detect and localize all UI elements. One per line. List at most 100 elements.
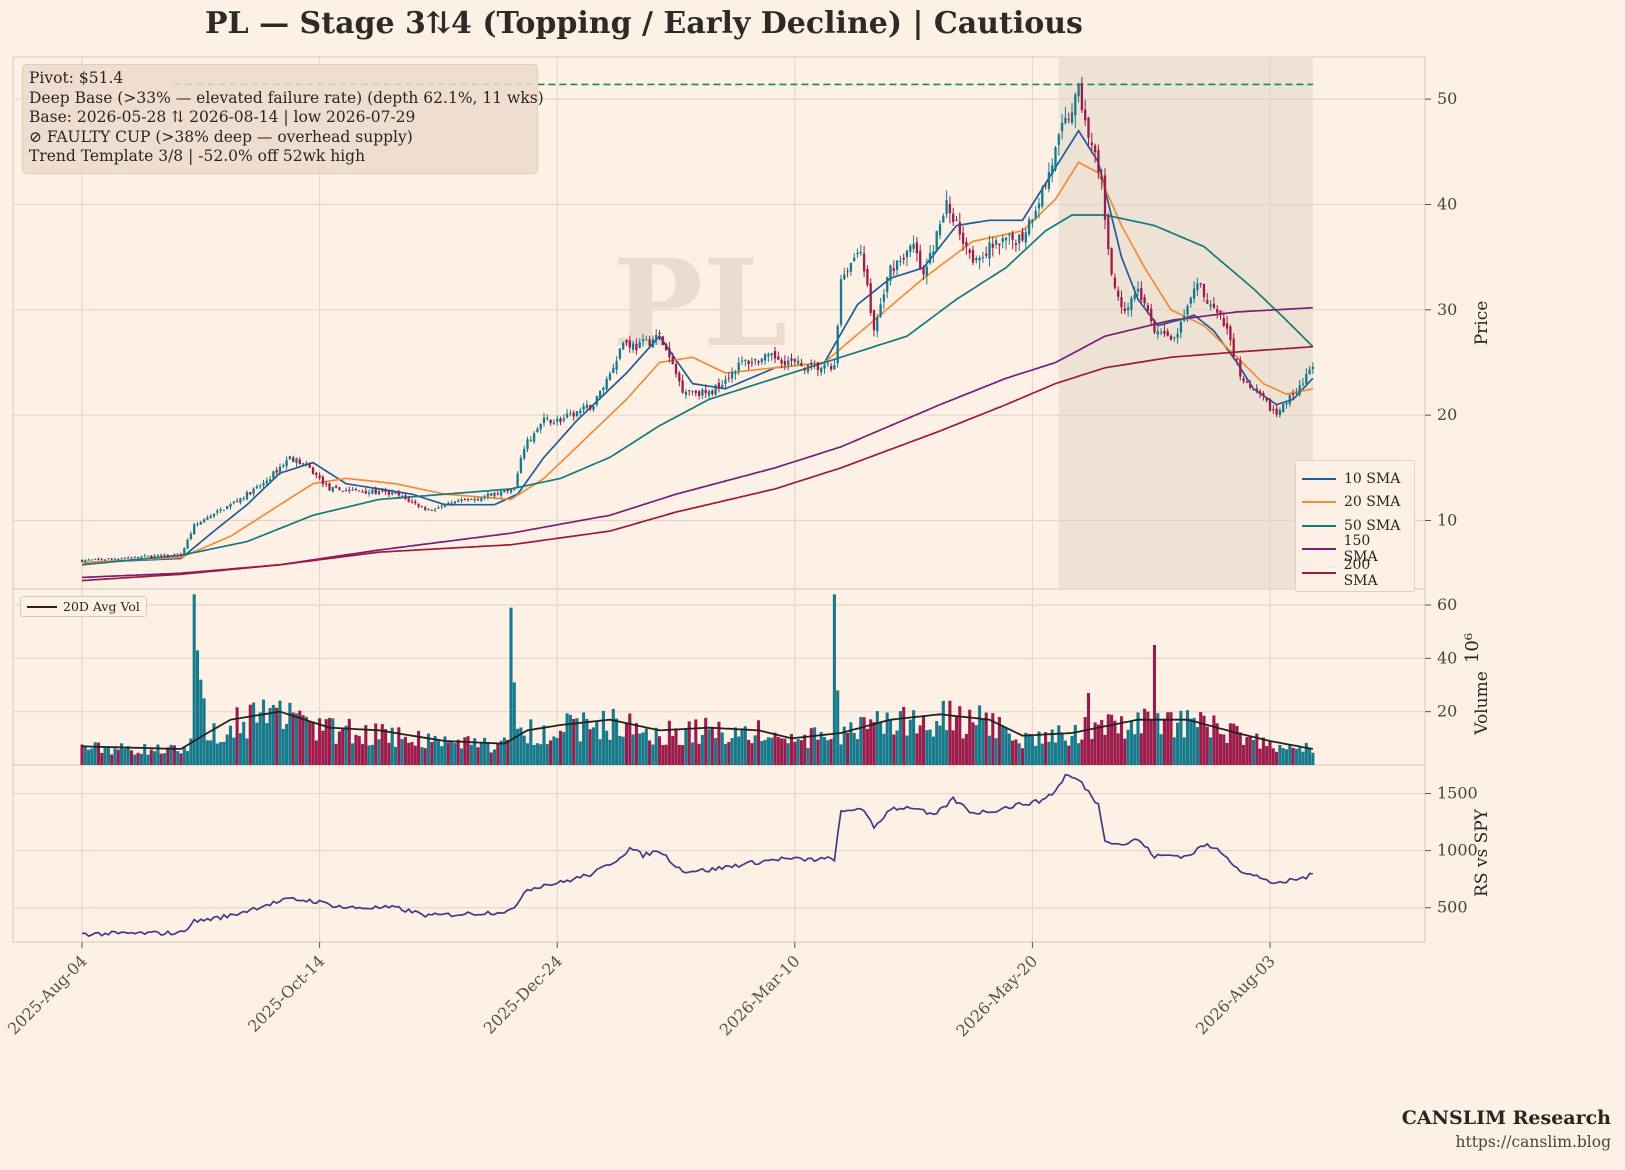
volume-bar [139, 753, 143, 765]
volume-bar [908, 719, 912, 765]
volume-bar [308, 720, 312, 765]
rs-line [81, 773, 1313, 938]
candle-body [288, 456, 292, 459]
candle-body [400, 495, 404, 497]
candle-body [476, 499, 480, 501]
volume-bar [387, 742, 391, 765]
legend-item-150-sma: 150 SMA [1302, 533, 1408, 565]
candle-body [1087, 117, 1090, 138]
volume-bar [1080, 739, 1084, 765]
volume-bar [793, 741, 797, 765]
volume-bar [925, 730, 929, 765]
candle-body [1136, 288, 1140, 292]
volume-bar [179, 753, 183, 765]
volume-bar [110, 754, 114, 765]
volume-bar [248, 704, 252, 765]
volume-bar [981, 718, 985, 765]
candle-body [430, 509, 433, 511]
volume-bar [1136, 712, 1140, 765]
volume-bar [136, 752, 140, 765]
candle-body [952, 213, 955, 223]
candle-body [793, 358, 796, 362]
candle-body [1255, 388, 1258, 391]
volume-bar [1146, 711, 1150, 765]
candle-body [433, 509, 437, 511]
volume-bar [258, 712, 262, 765]
volume-bar [1116, 733, 1120, 765]
candle-body [582, 405, 585, 410]
candle-body [301, 463, 305, 465]
volume-bar [344, 725, 348, 765]
volume-bar [469, 744, 473, 765]
candle-body [1308, 369, 1311, 375]
x-tick-label: 2025-Aug-04 [4, 951, 91, 1038]
x-tick-label: 2025-Dec-24 [480, 951, 566, 1037]
volume-bar [529, 719, 533, 765]
candle-body [103, 559, 107, 561]
candle-body [948, 203, 952, 214]
candle-body [905, 250, 909, 258]
candle-body [602, 387, 605, 391]
volume-bar [568, 714, 572, 765]
candle-body [727, 377, 730, 379]
volume-bar [941, 700, 945, 765]
volume-bar [1077, 743, 1081, 765]
volume-bar [512, 682, 516, 765]
candle-body [922, 267, 925, 275]
volume-bar [935, 721, 939, 765]
legend-item-10-sma: 10 SMA [1302, 467, 1408, 491]
candle-body [1206, 300, 1209, 304]
candle-body [1219, 310, 1222, 316]
volume-bar [301, 715, 305, 765]
candle-body [1275, 408, 1278, 415]
volume-bar [690, 742, 695, 765]
candle-body [1183, 315, 1186, 321]
legend-swatch [27, 605, 57, 608]
volume-bar [1218, 733, 1223, 765]
volume-bar [410, 741, 414, 765]
volume-bar [1123, 738, 1127, 765]
candle-body [480, 498, 483, 501]
candle-body [341, 490, 344, 492]
volume-bar [912, 710, 916, 765]
volume-bar [799, 740, 803, 765]
volume-bar [334, 743, 338, 765]
candle-body [1133, 294, 1136, 299]
candle-body [1209, 304, 1212, 307]
volume-bar [446, 742, 450, 765]
volume-bar [968, 709, 972, 765]
candle-body [255, 486, 259, 489]
candle-body [117, 558, 120, 560]
volume-bar [770, 737, 774, 765]
volume-bar [615, 718, 619, 765]
candle-body [1084, 109, 1087, 121]
volume-bar [928, 729, 932, 765]
volume-bar [294, 713, 299, 765]
candle-body [773, 351, 777, 359]
candle-body [503, 489, 506, 493]
candle-body [334, 485, 338, 488]
candle-body [638, 342, 641, 349]
candle-body [216, 510, 219, 513]
watermark: PL [613, 233, 788, 374]
candle-body [635, 344, 638, 351]
volume-bar [945, 730, 949, 765]
candle-body [1103, 175, 1107, 220]
volume-legend: 20D Avg Vol [20, 596, 147, 617]
volume-bar [753, 735, 757, 765]
volume-bar [618, 735, 622, 765]
candle-body [879, 304, 882, 317]
volume-bar [608, 739, 612, 765]
volume-bar [1288, 745, 1292, 765]
volume-bar [578, 741, 582, 765]
candle-body [1057, 134, 1060, 145]
candle-body [1060, 122, 1064, 132]
candle-body [268, 479, 272, 482]
volume-bar [740, 728, 744, 765]
volume-bar [288, 702, 292, 765]
volume-bar [285, 723, 289, 765]
volume-bar [964, 733, 968, 765]
candle-body [925, 266, 928, 276]
volume-bar [509, 607, 513, 765]
volume-bar [1212, 715, 1216, 765]
